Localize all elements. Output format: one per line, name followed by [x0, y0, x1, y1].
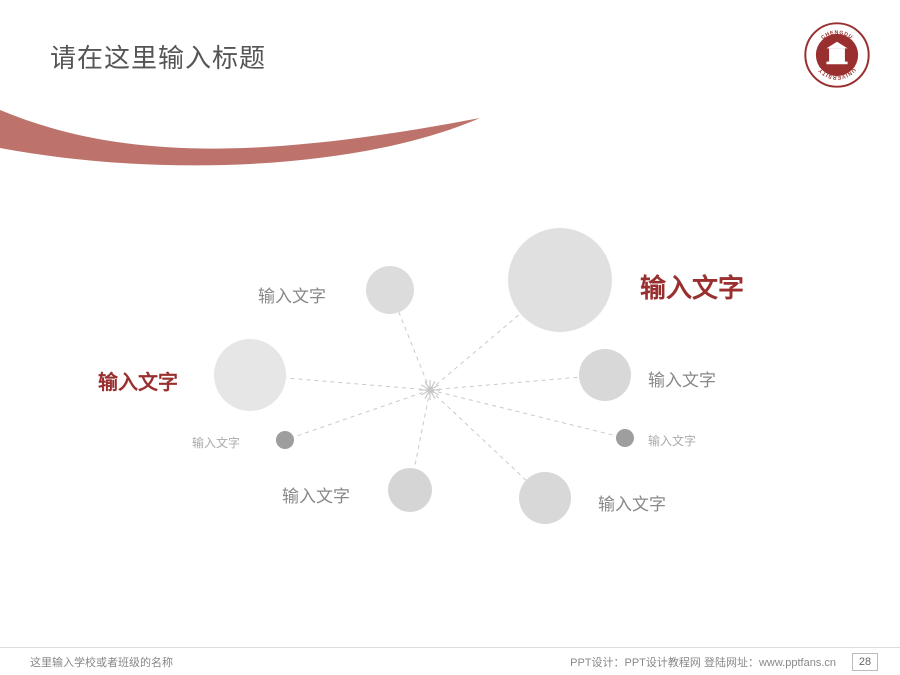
swoosh-decoration	[0, 100, 900, 180]
diagram-node	[616, 429, 634, 447]
page-number: 28	[852, 653, 878, 671]
diagram-node-label: 输入文字	[640, 268, 744, 305]
diagram-node-label: 输入文字	[648, 366, 716, 391]
diagram-node-label: 输入文字	[282, 482, 350, 507]
diagram-node-label: 输入文字	[98, 366, 178, 395]
page-title: 请在这里输入标题	[50, 38, 266, 75]
diagram-node	[214, 339, 286, 411]
footer-right-text: PPT设计：PPT设计教程网 登陆网址：www.pptfans.cn	[570, 654, 836, 670]
footer: 这里输入学校或者班级的名称 PPT设计：PPT设计教程网 登陆网址：www.pp…	[0, 647, 900, 675]
diagram-node	[579, 349, 631, 401]
diagram-node-label: 输入文字	[598, 490, 666, 515]
diagram-node	[276, 431, 294, 449]
diagram-node	[519, 472, 571, 524]
university-logo: CHENGDU UNIVERSITY	[804, 22, 870, 88]
diagram-node-label: 输入文字	[648, 432, 696, 449]
footer-left-text: 这里输入学校或者班级的名称	[30, 654, 173, 670]
diagram-node	[508, 228, 612, 332]
diagram-node-label: 输入文字	[192, 434, 240, 451]
diagram-node	[366, 266, 414, 314]
bubble-diagram: 输入文字输入文字输入文字输入文字输入文字输入文字输入文字输入文字	[0, 180, 900, 600]
diagram-node-label: 输入文字	[258, 282, 326, 307]
diagram-node	[388, 468, 432, 512]
